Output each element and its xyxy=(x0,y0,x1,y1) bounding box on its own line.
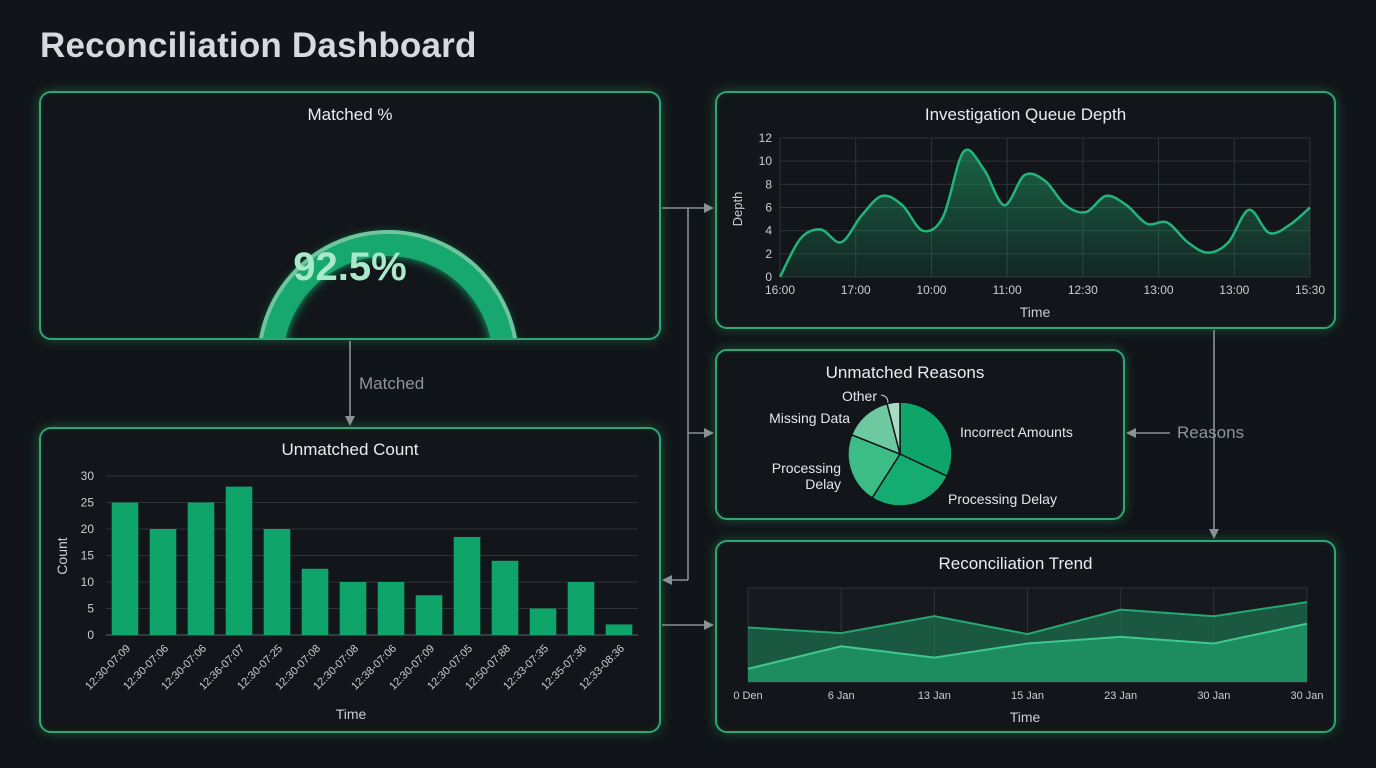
unmatched-count-chart: 05101520253012:30-07:0912:30-07:0612:30-… xyxy=(54,469,638,722)
reconciliation-trend-chart: 0 Den 6 Jan 13 Jan 15 Jan 23 Jan 30 Jan 30 Jan… xyxy=(733,587,1324,725)
pie-label: Other xyxy=(842,388,877,404)
bar xyxy=(605,624,633,635)
bar xyxy=(567,582,595,635)
series-line xyxy=(778,148,1311,278)
matched-percent-panel[interactable]: Matched % 92.5% xyxy=(39,91,661,340)
pie-leader-line xyxy=(880,394,889,404)
x-tick-label: 12:30 xyxy=(1068,283,1098,297)
y-tick-label: 12 xyxy=(759,131,773,145)
gauge xyxy=(259,230,517,338)
reconciliation-trend-panel[interactable]: Reconciliation Trend 0 Den 6 Jan 13 Jan 15 … xyxy=(715,540,1336,733)
y-tick-label: 30 xyxy=(81,469,95,483)
y-tick-label: 8 xyxy=(765,177,772,191)
y-tick-label: 0 xyxy=(87,628,94,642)
trend-line xyxy=(747,601,1308,636)
y-tick-label: 10 xyxy=(81,575,95,589)
y-tick-label: 4 xyxy=(765,224,772,238)
y-tick-label: 2 xyxy=(765,247,772,261)
pie-label: Missing Data xyxy=(769,410,850,426)
unmatched-reasons-title: Unmatched Reasons xyxy=(825,363,985,382)
bar xyxy=(453,536,481,635)
bar xyxy=(149,529,177,635)
y-tick-label: 15 xyxy=(81,549,95,563)
pie-label: Processing Delay xyxy=(948,491,1057,507)
y-axis-label: Count xyxy=(54,537,70,574)
page-title: Reconciliation Dashboard xyxy=(40,26,477,65)
area-fill xyxy=(780,149,1310,277)
pie-label: Incorrect Amounts xyxy=(960,424,1073,440)
bar xyxy=(415,595,443,635)
trend-line xyxy=(747,622,1308,670)
x-tick-label: 15 Jan xyxy=(1011,690,1044,702)
x-tick-label: 0 Den xyxy=(733,690,762,702)
unmatched-reasons-panel[interactable]: Unmatched Reasons Incorrect Amounts Proce… xyxy=(715,349,1125,520)
unmatched-count-title: Unmatched Count xyxy=(281,440,419,459)
x-tick-label: 30 Jan xyxy=(1290,690,1323,702)
y-axis-label: Depth xyxy=(730,192,745,227)
x-tick-label: 10:00 xyxy=(916,283,946,297)
bar xyxy=(529,608,557,635)
x-tick-label: 13 Jan xyxy=(918,690,951,702)
y-tick-label: 5 xyxy=(87,602,94,616)
x-axis-label: Time xyxy=(1020,304,1051,320)
x-tick-label: 13:00 xyxy=(1219,283,1249,297)
x-tick-label: 30 Jan xyxy=(1197,690,1230,702)
matched-percent-value: 92.5% xyxy=(293,245,407,289)
pie-label: Delay xyxy=(805,476,841,492)
pie-slice xyxy=(850,402,902,456)
x-tick-label: 13:00 xyxy=(1144,283,1174,297)
matched-percent-title: Matched % xyxy=(307,105,393,124)
y-tick-label: 6 xyxy=(765,201,772,215)
bar xyxy=(339,582,367,635)
bar xyxy=(111,502,139,635)
x-tick-label: 17:00 xyxy=(841,283,871,297)
x-tick-label: 16:00 xyxy=(765,283,795,297)
pie-slice xyxy=(871,453,949,507)
bar xyxy=(491,560,519,635)
y-tick-label: 10 xyxy=(759,154,773,168)
flow-label-reasons: Reasons xyxy=(1177,423,1245,442)
pie-slice xyxy=(886,401,901,455)
bar xyxy=(301,568,329,635)
bar xyxy=(225,486,253,635)
pie-label: Processing xyxy=(772,460,841,476)
y-tick-label: 0 xyxy=(765,270,772,284)
bar xyxy=(263,529,291,635)
trend-area xyxy=(748,623,1307,682)
y-tick-label: 20 xyxy=(81,522,95,536)
pie-slice xyxy=(847,433,902,499)
x-tick-label: 11:00 xyxy=(993,283,1022,297)
x-tick-label: 23 Jan xyxy=(1104,690,1137,702)
gauge-highlight xyxy=(259,230,517,338)
x-axis-label: Time xyxy=(1010,709,1041,725)
unmatched-count-panel[interactable]: Unmatched Count 0 5 10 15 20 25 30 12:30-07:09 1… xyxy=(39,427,661,733)
pie-slice xyxy=(899,401,953,478)
y-tick-label: 25 xyxy=(81,496,95,510)
queue-depth-chart: 0 2 4 6 8 10 12 16:00 17:00 10:00 11:00 12:30 13:00 1… xyxy=(730,131,1325,320)
queue-depth-title: Investigation Queue Depth xyxy=(924,105,1127,124)
x-tick-label: 6 Jan xyxy=(828,690,855,702)
bar xyxy=(187,502,215,635)
queue-depth-panel[interactable]: Investigation Queue Depth 0 2 4 6 8 10 12 16:00… xyxy=(715,91,1336,329)
x-axis-label: Time xyxy=(336,706,367,722)
bar xyxy=(377,582,405,635)
flow-label-matched: Matched xyxy=(359,374,425,393)
x-tick-label: 15:30 xyxy=(1295,283,1325,297)
unmatched-reasons-chart: Incorrect Amounts Processing Delay Process… xyxy=(769,388,1073,507)
reconciliation-trend-title: Reconciliation Trend xyxy=(938,554,1093,573)
gauge-fill xyxy=(263,234,513,338)
